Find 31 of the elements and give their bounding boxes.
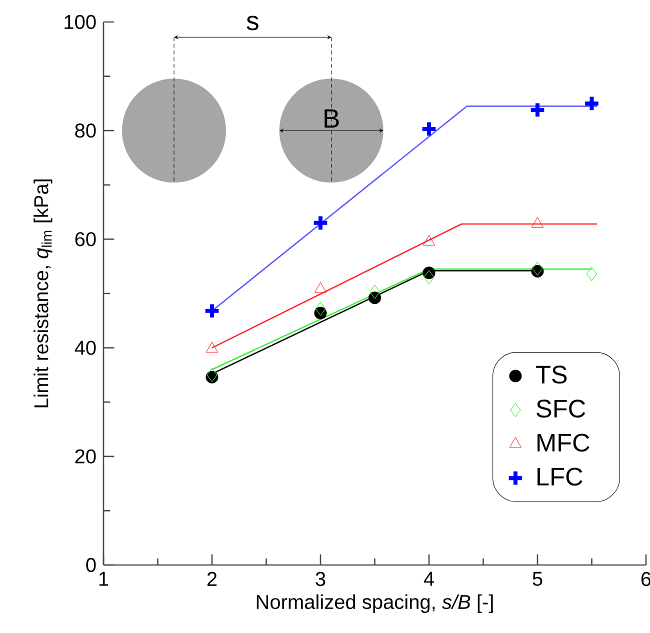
x-tick-label: 5 <box>532 572 542 586</box>
point <box>583 94 600 112</box>
point <box>531 217 544 228</box>
legend-label: LFC <box>538 468 582 486</box>
y-tick-label: 80 <box>75 124 96 138</box>
y-tick-label: 60 <box>75 232 96 246</box>
x-tick-label: 3 <box>316 572 326 586</box>
point <box>420 120 438 138</box>
point <box>369 284 380 299</box>
y-tick-label: 20 <box>75 449 96 464</box>
point <box>312 214 330 232</box>
x-tick-label: 4 <box>424 572 434 586</box>
x-axis-title: Normalized spacing, s/B [-] <box>256 594 493 613</box>
legend-label: TS <box>536 366 567 384</box>
x-tick-label: 1 <box>99 572 108 586</box>
point <box>315 302 326 316</box>
point <box>528 101 546 119</box>
point <box>314 306 327 320</box>
legend-label: SFC <box>536 400 586 418</box>
point <box>422 266 436 280</box>
y-tick-label: 40 <box>74 340 96 355</box>
point <box>368 292 382 304</box>
point <box>532 262 543 276</box>
x-tick-label: 2 <box>207 572 217 586</box>
y-tick-label: 0 <box>86 558 96 572</box>
annotation: s <box>246 16 258 30</box>
y-axis-title: Limit resistance, q$_{lim}$ [kPa] <box>34 180 52 408</box>
y-tick-label: 100 <box>64 14 96 30</box>
legend-label: MFC <box>538 434 590 452</box>
annotation: B <box>324 109 339 128</box>
point <box>424 270 434 284</box>
